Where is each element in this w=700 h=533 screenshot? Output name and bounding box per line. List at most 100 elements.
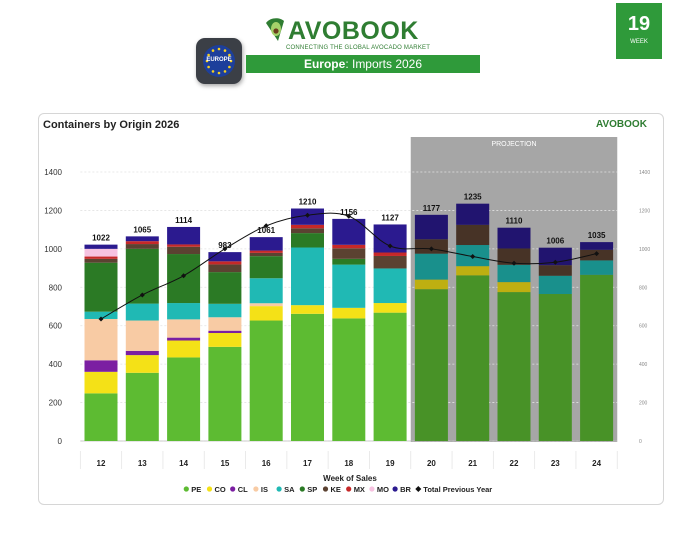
previous-year-point <box>552 259 558 265</box>
chart-title: Containers by Origin 2026 <box>43 119 180 131</box>
bar-segment-sp <box>332 258 366 265</box>
bar-segment-co <box>208 333 242 347</box>
y-tick-label: 200 <box>49 399 63 408</box>
bar-segment-br <box>208 252 242 262</box>
week-indicator: 19 WEEK <box>616 3 662 59</box>
y2-tick-label: 1000 <box>639 247 650 253</box>
bar-segment-co <box>332 307 366 319</box>
bar-segment-mo <box>84 248 118 257</box>
subtitle-bar: Europe: Imports 2026 <box>246 55 480 73</box>
bar-segment-mx <box>332 244 366 249</box>
y2-tick-label: 200 <box>639 401 648 407</box>
bar-segment-ke <box>249 252 283 257</box>
bar-segment-pe <box>538 294 572 441</box>
bar-segment-pe <box>456 275 490 441</box>
bar-segment-co <box>373 303 407 313</box>
europe-badge-label: EUROPE <box>206 57 232 63</box>
legend-marker-mx <box>346 486 352 492</box>
previous-year-point <box>346 213 352 219</box>
bar-segment-pe <box>208 346 242 441</box>
bar-segment-br <box>125 236 159 242</box>
x-tick-label: 14 <box>179 459 188 468</box>
total-data-label: 1235 <box>464 193 482 202</box>
x-tick-label: 12 <box>97 459 106 468</box>
bar-segment-ke <box>538 265 572 276</box>
bar-segment-cl <box>125 350 159 356</box>
legend-marker-is <box>253 486 259 492</box>
bar-segment-co <box>414 279 448 290</box>
total-data-label: 1127 <box>381 213 399 222</box>
legend-label: CL <box>238 485 248 494</box>
legend-label: CO <box>215 485 226 494</box>
y-tick-label: 1200 <box>44 206 62 215</box>
projection-bar-overlay <box>497 227 531 441</box>
bar-segment-pe <box>332 318 366 441</box>
legend-marker-co <box>206 486 213 492</box>
previous-year-point <box>428 246 434 252</box>
projection-bar-overlay <box>456 203 490 441</box>
bar-segment-sa <box>497 264 531 283</box>
bar-segment-mx <box>84 256 118 259</box>
bar-segment-pe <box>84 393 118 441</box>
card-logo: AVOBOOK <box>596 119 647 130</box>
total-data-label: 1210 <box>299 198 317 207</box>
bar-segment-sa <box>84 311 118 319</box>
bar-segment-br <box>249 237 283 251</box>
bar-segment-cl <box>208 330 242 334</box>
previous-year-point <box>387 243 393 249</box>
bar-segment-sa <box>580 260 614 275</box>
bar-segment-ke <box>373 255 407 269</box>
y2-tick-label: 1400 <box>639 170 650 176</box>
brand-tagline: CONNECTING THE GLOBAL AVOCADO MARKET <box>286 45 431 51</box>
total-data-label: 1022 <box>92 234 110 243</box>
bar-segment-sp <box>84 262 118 312</box>
legend-marker-sa <box>276 486 282 492</box>
brand-name: AVOBOOK <box>288 17 419 45</box>
y-tick-label: 400 <box>49 360 63 369</box>
legend-marker-cl <box>230 486 236 492</box>
week-label: WEEK <box>630 39 648 45</box>
bar-segment-mx <box>291 224 324 229</box>
bar-segment-is <box>249 303 283 307</box>
bar-segment-sa <box>332 264 366 308</box>
y-tick-label: 1400 <box>44 168 62 177</box>
avobook-logo: AVOBOOK CONNECTING THE GLOBAL AVOCADO MA… <box>262 15 442 51</box>
y-tick-label: 0 <box>58 437 63 446</box>
bar-segment-pe <box>125 372 159 441</box>
bar-segment-sp <box>208 272 242 304</box>
bar-segment-br <box>580 242 614 250</box>
legend-marker-mo <box>369 486 375 492</box>
legend-marker-br <box>392 486 398 492</box>
bar-segment-co <box>125 355 159 373</box>
bar-segment-pe <box>167 357 201 441</box>
bar-segment-sp <box>249 256 283 279</box>
bar-segment-mx <box>373 252 407 256</box>
bar-segment-pe <box>373 312 407 441</box>
legend-marker-sp <box>299 486 305 492</box>
bar-segment-ke <box>497 248 531 265</box>
legend-label: IS <box>261 485 268 494</box>
bar-segment-ke <box>167 246 201 255</box>
y2-tick-label: 1200 <box>639 208 650 214</box>
total-data-label: 983 <box>218 241 232 250</box>
bar-segment-is <box>208 317 242 331</box>
bar-segment-ke <box>125 244 159 249</box>
bar-segment-br <box>84 244 118 249</box>
projection-bar-overlay <box>538 247 572 441</box>
legend-label: MX <box>354 485 365 494</box>
bar-segment-sa <box>414 253 448 280</box>
total-data-label: 1110 <box>506 217 523 226</box>
legend-marker-pe <box>183 486 189 492</box>
bar-segment-br <box>167 226 201 245</box>
previous-year-point <box>511 260 517 266</box>
bar-segment-mx <box>167 244 201 247</box>
bar-segment-co <box>249 306 283 321</box>
bar-segment-ke <box>291 228 324 234</box>
total-data-label: 1035 <box>588 231 606 240</box>
y2-tick-label: 600 <box>639 324 648 330</box>
legend-marker-ke <box>322 486 329 492</box>
legend-label: BR <box>400 485 411 494</box>
bar-segment-pe <box>580 274 614 441</box>
bar-segment-ke <box>208 264 242 273</box>
bar-segment-sa <box>373 268 407 304</box>
